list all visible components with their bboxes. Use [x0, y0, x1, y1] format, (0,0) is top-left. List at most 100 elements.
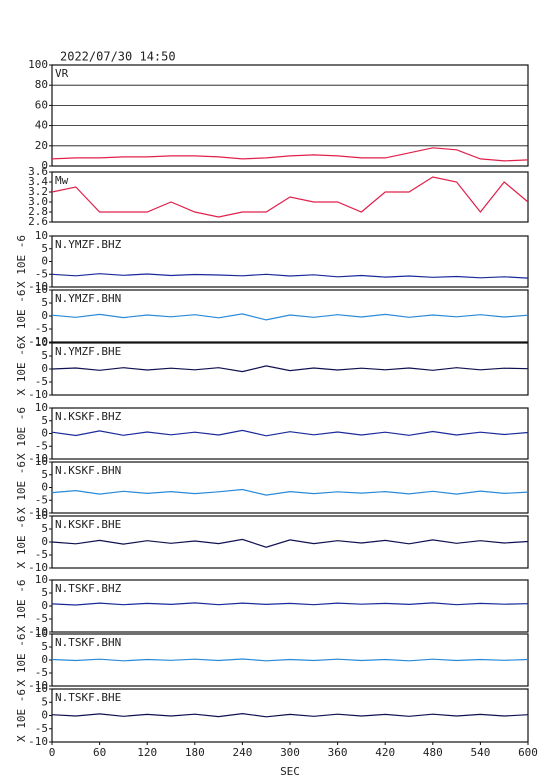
y-tick-label: 5 — [41, 640, 48, 653]
y-tick-label: -10 — [28, 506, 48, 519]
y-tick-label: -10 — [28, 735, 48, 748]
y-tick-label: 5 — [41, 414, 48, 427]
y-tick-label: 3.0 — [28, 195, 48, 208]
panel-frame — [51, 407, 529, 460]
panel-frame — [51, 235, 529, 288]
y-axis-label: X 10E -6 — [15, 343, 28, 396]
y-tick-label: 60 — [35, 98, 48, 111]
y-tick-label: -5 — [35, 666, 48, 679]
x-tick-label: 420 — [375, 746, 395, 759]
y-tick-label: 5 — [41, 586, 48, 599]
series-label: VR — [55, 67, 69, 80]
data-line — [51, 712, 529, 718]
y-tick-label: 10 — [35, 509, 48, 522]
x-tick-label: 180 — [185, 746, 205, 759]
data-line — [51, 602, 529, 606]
y-tick-label: -5 — [35, 322, 48, 335]
y-tick-label: 0 — [41, 427, 48, 440]
x-tick-label: 300 — [280, 746, 300, 759]
y-tick-label: -5 — [35, 612, 48, 625]
y-tick-label: 10 — [35, 336, 48, 349]
y-tick-label: -5 — [35, 493, 48, 506]
y-tick-label: 0 — [41, 159, 48, 172]
y-tick-label: 10 — [35, 455, 48, 468]
y-tick-label: 3.2 — [28, 185, 48, 198]
x-tick-label: 360 — [328, 746, 348, 759]
series-label: N.KSKF.BHN — [55, 464, 121, 477]
y-tick-label: -5 — [35, 548, 48, 561]
data-line — [51, 313, 529, 321]
y-tick-label: 5 — [41, 349, 48, 362]
y-tick-label: 5 — [41, 695, 48, 708]
panel-frame — [51, 579, 529, 633]
x-tick-label: 120 — [137, 746, 157, 759]
data-line — [51, 658, 529, 662]
panel-frame — [51, 64, 529, 167]
y-axis-label: X 10E -6 — [15, 689, 28, 742]
y-tick-label: -5 — [35, 722, 48, 735]
y-axis-label: X 10E -6 — [15, 516, 28, 569]
y-axis-label: X 10E -6 — [15, 634, 28, 687]
y-tick-label: 3.6 — [28, 165, 48, 178]
data-line — [51, 488, 529, 496]
y-tick-label: 10 — [35, 682, 48, 695]
y-tick-label: 0 — [41, 599, 48, 612]
x-tick-label: 480 — [423, 746, 443, 759]
y-tick-label: 0 — [41, 535, 48, 548]
data-line — [51, 429, 529, 437]
panel-frame — [51, 171, 529, 223]
x-axis-label: SEC — [280, 765, 300, 778]
y-tick-label: -10 — [28, 452, 48, 465]
y-tick-label: 5 — [41, 242, 48, 255]
panel-frame — [51, 289, 529, 343]
y-tick-label: 5 — [41, 468, 48, 481]
y-tick-label: 3.4 — [28, 175, 48, 188]
series-label: N.YMZF.BHN — [55, 292, 121, 305]
y-tick-label: 5 — [41, 296, 48, 309]
data-line — [51, 147, 529, 162]
y-tick-label: -10 — [28, 335, 48, 348]
y-tick-label: 2.8 — [28, 205, 48, 218]
y-tick-label: 0 — [41, 481, 48, 494]
y-axis-label: X 10E -6 — [15, 235, 28, 288]
x-tick-label: 0 — [49, 746, 56, 759]
y-tick-label: 10 — [35, 573, 48, 586]
panel-frame — [51, 342, 529, 396]
x-tick-label: 60 — [93, 746, 106, 759]
y-axis-label: X 10E -6 — [15, 290, 28, 343]
series-label: Mw — [55, 174, 69, 187]
y-tick-label: -5 — [35, 375, 48, 388]
data-line — [51, 176, 529, 218]
y-tick-label: 0 — [41, 709, 48, 722]
y-tick-label: -10 — [28, 280, 48, 293]
y-axis-label: X 10E -6 — [15, 407, 28, 460]
y-tick-label: 100 — [28, 58, 48, 71]
x-tick-label: 600 — [518, 746, 538, 759]
series-label: N.KSKF.BHZ — [55, 410, 122, 423]
series-label: N.TSKF.BHE — [55, 691, 121, 704]
y-axis-label: X 10E -6 — [15, 461, 28, 514]
y-tick-label: -10 — [28, 625, 48, 638]
y-tick-label: 80 — [35, 78, 48, 91]
y-tick-label: 0 — [41, 255, 48, 268]
series-label: N.KSKF.BHE — [55, 518, 121, 531]
y-tick-label: 10 — [35, 627, 48, 640]
y-tick-label: 0 — [41, 653, 48, 666]
data-line — [51, 273, 529, 279]
y-tick-label: 10 — [35, 283, 48, 296]
y-tick-label: 5 — [41, 522, 48, 535]
data-line — [51, 365, 529, 373]
series-label: N.TSKF.BHN — [55, 636, 121, 649]
y-tick-label: -10 — [28, 679, 48, 692]
x-tick-label: 240 — [232, 746, 252, 759]
x-tick-label: 540 — [470, 746, 490, 759]
panel-frame — [51, 461, 529, 514]
y-tick-label: -10 — [28, 561, 48, 574]
series-label: N.YMZF.BHZ — [55, 238, 122, 251]
y-tick-label: 10 — [35, 229, 48, 242]
y-tick-label: -5 — [35, 267, 48, 280]
y-tick-label: 0 — [41, 309, 48, 322]
y-axis-label: X 10E -6 — [15, 580, 28, 633]
data-line — [51, 538, 529, 548]
